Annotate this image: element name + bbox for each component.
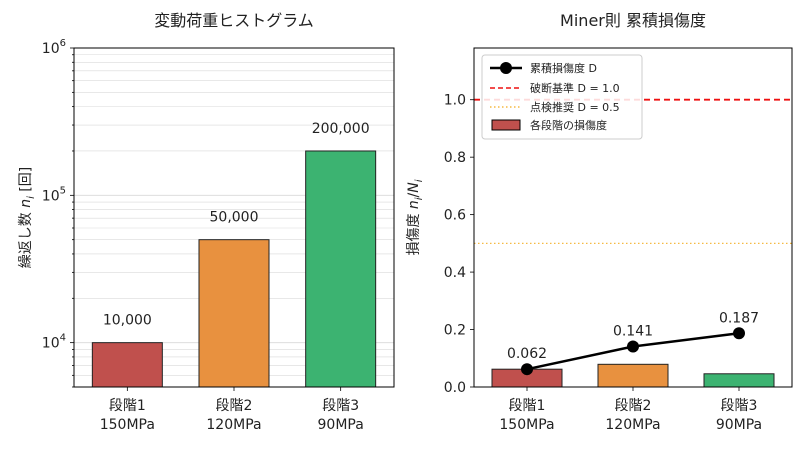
- legend-item-failure: 破断基準 D = 1.0: [490, 81, 620, 95]
- y-tick-label: 0.2: [444, 323, 466, 339]
- x-tick-label: 150MPa: [499, 417, 554, 433]
- legend-label-inspection: 点検推奨 D = 0.5: [530, 100, 620, 114]
- damage-bar: [597, 363, 669, 388]
- cumulative-point: [627, 340, 639, 353]
- cumulative-data-label: 0.141: [613, 323, 653, 339]
- histogram-y-ticks: 104 105 106: [42, 38, 66, 352]
- x-tick-label: 段階3: [721, 398, 758, 414]
- legend-item-cumulative: 累積損傷度 D: [490, 61, 597, 75]
- histogram-x-ticks: 段階1 150MPa 段階2 120MPa 段階3 90MPa: [100, 387, 364, 433]
- miner-y-axis-label: 損傷度 ni/Ni: [406, 179, 425, 255]
- x-tick-label: 150MPa: [100, 417, 155, 433]
- cumulative-point: [521, 363, 533, 376]
- legend-label-stage-damage: 各段階の損傷度: [530, 118, 607, 132]
- histogram-title: 変動荷重ヒストグラム: [154, 11, 314, 30]
- histogram-plot-frame: [73, 47, 395, 388]
- bar-data-label: 50,000: [210, 210, 259, 226]
- x-tick-label: 段階3: [322, 398, 359, 414]
- legend-label-cumulative: 累積損傷度 D: [530, 61, 597, 75]
- cumulative-point: [733, 327, 745, 340]
- y-tick-label: 104: [42, 333, 66, 352]
- damage-bar: [703, 373, 775, 388]
- y-tick-label: 1.0: [444, 93, 466, 109]
- bar: [91, 342, 163, 388]
- legend-frame: [481, 54, 643, 140]
- x-tick-label: 120MPa: [605, 417, 660, 433]
- x-tick-label: 120MPa: [206, 417, 261, 433]
- y-tick-label: 0.6: [444, 208, 466, 224]
- y-tick-label: 105: [42, 185, 66, 204]
- cumulative-data-label: 0.062: [507, 346, 547, 362]
- y-tick-label: 106: [42, 38, 66, 57]
- legend-item-inspection: 点検推奨 D = 0.5: [490, 100, 620, 114]
- histogram-chart: 変動荷重ヒストグラム 10,000 50,000 200,000 104 105 106…: [18, 11, 395, 433]
- y-tick-label: 0.4: [444, 265, 466, 281]
- y-tick-label: 0.0: [444, 380, 466, 396]
- x-tick-label: 段階1: [109, 398, 146, 414]
- miner-plot-frame: [473, 47, 793, 388]
- legend-item-stage-damage: 各段階の損傷度: [491, 118, 607, 132]
- histogram-bars: 10,000 50,000 200,000: [91, 121, 377, 388]
- x-tick-label: 段階2: [216, 398, 253, 414]
- legend-label-failure: 破断基準 D = 1.0: [530, 81, 620, 95]
- cumulative-data-label: 0.187: [719, 310, 759, 326]
- x-tick-label: 90MPa: [318, 417, 364, 433]
- bar: [305, 150, 377, 388]
- bar: [198, 239, 270, 388]
- miner-legend: 累積損傷度 D 破断基準 D = 1.0 点検推奨 D = 0.5 各段階の損傷…: [481, 54, 643, 140]
- miner-x-ticks: 段階1 150MPa 段階2 120MPa 段階3 90MPa: [499, 387, 762, 433]
- bar-data-label: 200,000: [312, 121, 370, 137]
- y-tick-label: 0.8: [444, 150, 466, 166]
- miner-y-ticks: 0.0 0.2 0.4 0.6 0.8 1.0: [444, 93, 474, 396]
- x-tick-label: 段階1: [509, 398, 546, 414]
- miner-title: Miner則 累積損傷度: [560, 11, 706, 30]
- histogram-y-axis-label: 繰返し数 ni [回]: [18, 167, 37, 268]
- miner-cumulative-series: 0.062 0.141 0.187: [507, 310, 759, 376]
- x-tick-label: 段階2: [615, 398, 652, 414]
- x-tick-label: 90MPa: [716, 417, 762, 433]
- bar-data-label: 10,000: [103, 313, 152, 329]
